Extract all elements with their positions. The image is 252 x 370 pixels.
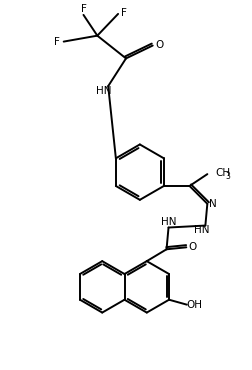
Text: HN: HN <box>194 225 209 235</box>
Text: CH: CH <box>215 168 230 178</box>
Text: N: N <box>209 199 217 209</box>
Text: F: F <box>121 8 127 18</box>
Text: F: F <box>81 4 86 14</box>
Text: HN: HN <box>161 216 176 226</box>
Text: 3: 3 <box>225 172 230 181</box>
Text: O: O <box>188 242 196 252</box>
Text: O: O <box>155 40 164 50</box>
Text: F: F <box>54 37 60 47</box>
Text: HN: HN <box>96 86 111 96</box>
Text: OH: OH <box>187 300 203 310</box>
